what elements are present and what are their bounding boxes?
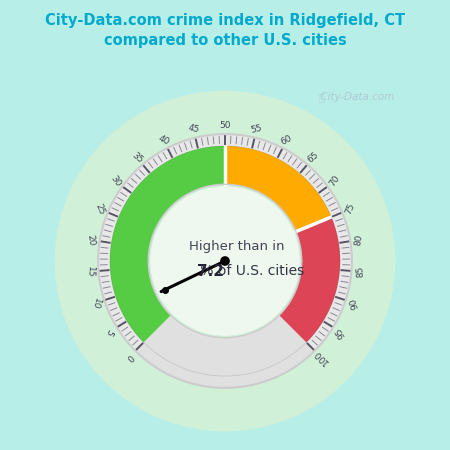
Text: 60: 60 <box>279 134 294 147</box>
Text: 15: 15 <box>85 266 94 278</box>
Text: 40: 40 <box>156 134 171 147</box>
Text: 80: 80 <box>354 234 364 246</box>
Text: 📊: 📊 <box>319 92 324 102</box>
Text: 35: 35 <box>130 151 144 165</box>
Text: 0: 0 <box>124 352 134 362</box>
Circle shape <box>151 187 299 335</box>
Polygon shape <box>279 217 340 342</box>
Text: 70: 70 <box>328 174 342 189</box>
Text: 10: 10 <box>90 296 102 310</box>
Text: 75: 75 <box>344 202 357 216</box>
Circle shape <box>98 134 352 388</box>
Circle shape <box>55 91 395 431</box>
Text: City-Data.com: City-Data.com <box>317 92 394 102</box>
Circle shape <box>151 187 299 335</box>
Polygon shape <box>110 146 225 342</box>
Text: 95: 95 <box>334 324 347 339</box>
Circle shape <box>150 186 300 336</box>
Text: 65: 65 <box>306 151 320 165</box>
Polygon shape <box>98 134 352 351</box>
Text: City-Data.com crime index in Ridgefield, CT
compared to other U.S. cities: City-Data.com crime index in Ridgefield,… <box>45 14 405 48</box>
Text: 50: 50 <box>219 121 231 130</box>
Circle shape <box>221 257 229 265</box>
Text: 45: 45 <box>187 123 200 135</box>
Text: 90: 90 <box>348 296 360 310</box>
Text: Higher than in: Higher than in <box>189 240 284 253</box>
Text: 25: 25 <box>93 202 106 216</box>
Text: 30: 30 <box>108 174 122 189</box>
Text: 85: 85 <box>356 266 365 278</box>
Text: 100: 100 <box>312 348 330 366</box>
Text: 5: 5 <box>104 327 115 337</box>
Text: 55: 55 <box>250 123 263 135</box>
Text: 7.2: 7.2 <box>197 264 224 279</box>
Text: % of U.S. cities: % of U.S. cities <box>196 264 304 279</box>
Text: 20: 20 <box>86 234 96 246</box>
Polygon shape <box>225 146 331 232</box>
